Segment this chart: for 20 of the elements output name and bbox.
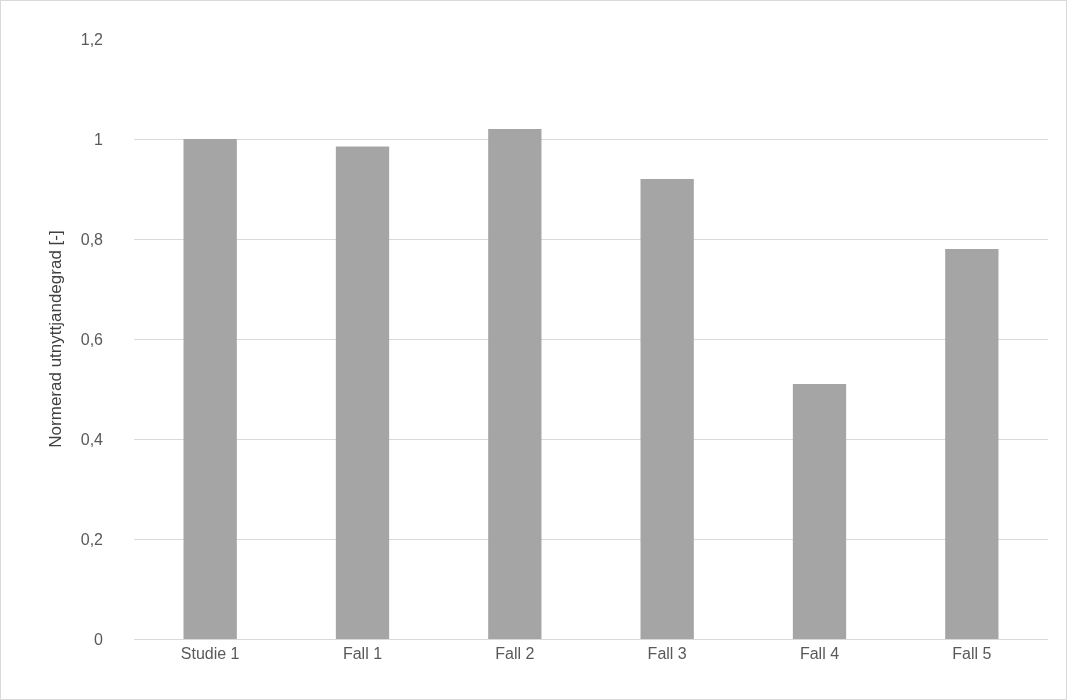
y-tick-label: 0,2 <box>80 530 104 548</box>
bar <box>945 249 999 639</box>
x-tick-label: Fall 4 <box>799 645 840 663</box>
y-tick-label: 0,4 <box>80 430 104 448</box>
bar <box>488 129 542 639</box>
x-tick-label: Fall 1 <box>342 645 383 663</box>
x-tick-label: Fall 2 <box>495 645 535 663</box>
x-tick-label: Fall 5 <box>952 645 992 663</box>
y-tick-label: 0,8 <box>80 230 104 248</box>
y-tick-label: 0,6 <box>80 330 104 348</box>
bar <box>792 384 847 639</box>
x-tick-label: Fall 3 <box>647 645 687 663</box>
y-tick-label: 1 <box>94 130 104 148</box>
y-axis-title: Normerad utnyttjandegrad [-] <box>46 230 66 448</box>
x-tick-label: Studie 1 <box>180 645 240 663</box>
bar <box>335 146 390 639</box>
y-tick-label: 1,2 <box>80 30 104 48</box>
bar <box>183 139 237 639</box>
y-tick-label: 0 <box>94 630 104 648</box>
bar <box>640 179 694 639</box>
